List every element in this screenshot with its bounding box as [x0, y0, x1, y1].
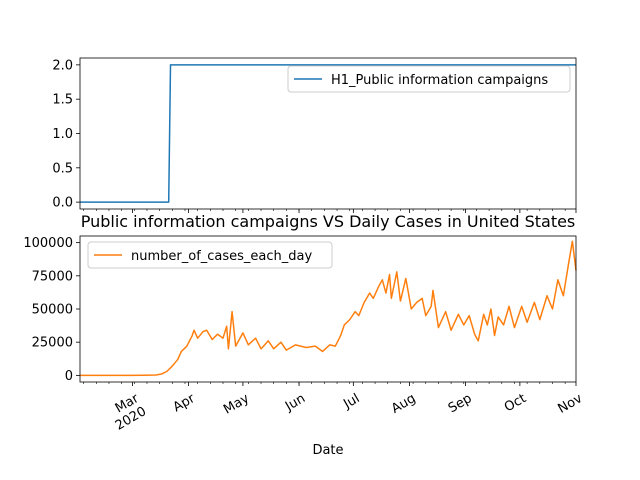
- bottom-xtick-label: Nov: [556, 391, 586, 417]
- x-axis-label: Date: [312, 443, 343, 458]
- bottom-ytick-label: 100000: [23, 236, 73, 251]
- top-ytick-label: 0.0: [52, 196, 73, 211]
- xtick-label-text: Oct: [502, 391, 529, 415]
- bottom-legend-label: number_of_cases_each_day: [131, 249, 312, 264]
- bottom-ytick-label: 0: [65, 369, 73, 384]
- xtick-label-text: Sep: [446, 391, 475, 416]
- bottom-xtick-label: Jul: [340, 391, 362, 412]
- top-series-line: [80, 64, 576, 203]
- bottom-ytick-label: 75000: [32, 269, 73, 284]
- bottom-xtick-label: Sep: [446, 391, 475, 416]
- bottom-xtick-label: Jun: [282, 391, 308, 415]
- top-ytick-label: 1.0: [52, 127, 73, 142]
- bottom-xtick-label: May: [221, 391, 252, 418]
- bottom-xtick-label: Apr: [171, 391, 199, 416]
- chart-title: Public information campaigns VS Daily Ca…: [81, 212, 576, 231]
- xtick-label-text: Nov: [556, 391, 586, 417]
- xtick-label-text: May: [221, 391, 252, 418]
- top-legend-label: H1_Public information campaigns: [331, 73, 548, 88]
- xtick-label-text: Aug: [389, 391, 418, 417]
- top-legend-box: [287, 65, 571, 93]
- xtick-label-text: Apr: [171, 391, 199, 416]
- top-subplot: 0.0 0.5 1.0 1.5 2.0 H1_Public information ca…: [52, 57, 577, 213]
- top-ytick-label: 2.0: [52, 58, 73, 73]
- top-ytick-label: 1.5: [52, 93, 73, 108]
- bottom-xtick-label: Oct: [502, 391, 529, 415]
- top-ytick-label: 0.5: [52, 161, 73, 176]
- bottom-series-line: [80, 240, 577, 377]
- bottom-ytick-label: 50000: [32, 303, 73, 318]
- bottom-xtick-label: Aug: [389, 391, 418, 417]
- bottom-legend-box: [87, 241, 333, 269]
- xtick-label-text: Jun: [282, 391, 308, 415]
- bottom-ytick-label: 25000: [32, 336, 73, 351]
- xtick-label-text: Jul: [340, 391, 362, 412]
